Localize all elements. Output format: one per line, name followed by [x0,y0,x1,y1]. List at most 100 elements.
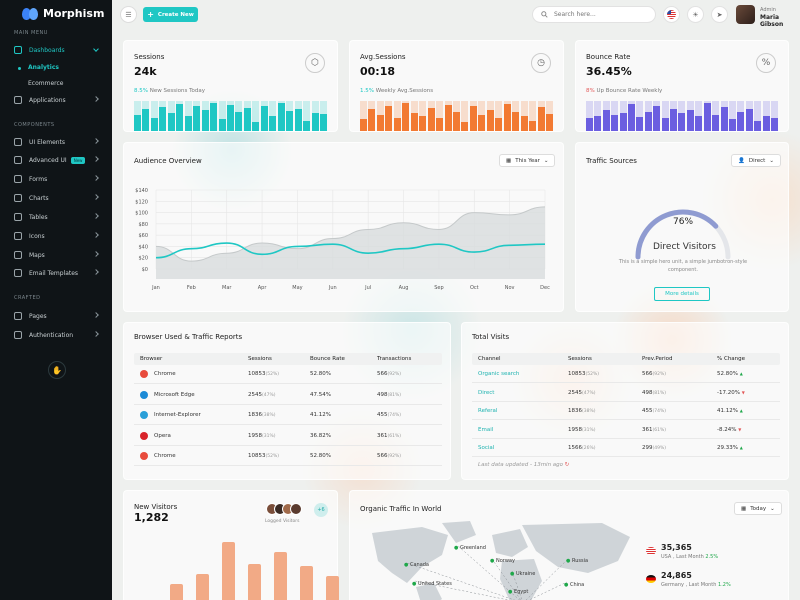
more-details-button[interactable]: More details [654,287,710,301]
sidebar-item-charts[interactable]: Charts [14,191,102,205]
prev-pct: (61%) [652,427,667,433]
marker-label: Russia [571,558,589,564]
menu-toggle-button[interactable]: ☰ [120,6,137,23]
x-tick-label: Sep [434,285,443,291]
table-header-cell: Channel [478,356,501,362]
sessions-pct: (52%) [265,372,280,377]
stat-bar [594,101,602,131]
y-tick-label: $40 [138,244,148,250]
stat-value: 24k [134,65,157,78]
channel-link[interactable]: Social [478,445,495,451]
stat-card-avg-sessions: Avg.Sessions 00:18 1.5% Weekly Avg.Sessi… [349,40,564,132]
visits-table: Channel Sessions Prev.Period % Change Or… [472,353,780,473]
map-marker-russia[interactable]: ● Russia [566,558,589,564]
more-visitors-badge[interactable]: +6 [314,503,328,517]
sidebar-item-maps[interactable]: Maps [14,248,102,262]
sidebar-item-ui-elements[interactable]: UI Elements [14,135,102,149]
row-divider [472,419,780,420]
stat-title: Bounce Rate [586,53,631,61]
stat-bar [720,101,728,131]
form-icon [14,175,22,183]
bounce-cell: 52.80% [310,371,331,377]
stat-bar [252,101,260,131]
marker-label: Egypt [513,589,529,595]
transactions-value: 361 [377,432,388,439]
row-divider [472,456,780,457]
us-flag-icon [646,547,656,555]
sidebar-item-label: Maps [29,251,45,259]
notifications-button[interactable]: ➤ [711,6,728,23]
sidebar-item-tables[interactable]: Tables [14,210,102,224]
chevron-right-icon [93,175,99,181]
stat-bar [376,101,384,131]
x-tick-label: Oct [470,285,479,291]
bounce-cell: 41.12% [310,412,331,418]
theme-toggle-button[interactable]: ☀ [687,6,704,23]
map-marker-canada[interactable]: ● Canada [404,562,429,568]
create-new-button[interactable]: + Create New [143,7,198,22]
map-marker-egypt[interactable]: ● Egypt [508,589,529,595]
stat-bar [611,101,619,131]
search-box[interactable] [532,6,656,23]
stat-bar [529,101,537,131]
sidebar-item-advanced-ui[interactable]: Advanced UI New [14,153,102,167]
stat-card-sessions: Sessions 24k 8.5% New Sessions Today ⬡ [123,40,338,132]
channel-link[interactable]: Referal [478,408,498,414]
total-visits-card: Total Visits Channel Sessions Prev.Perio… [461,322,789,480]
chevron-right-icon [93,312,99,318]
direct-dropdown[interactable]: 👤 Direct ⌄ [731,154,781,167]
user-name: Maria Gibson [760,14,784,28]
sidebar-item-forms[interactable]: Forms [14,172,102,186]
sidebar-item-dashboards[interactable]: Dashboards [14,43,102,57]
avg-sessions-bars [354,97,559,131]
sessions-cell: 10853(52%) [248,453,279,459]
channel-link[interactable]: Organic search [478,371,520,377]
language-flag-button[interactable] [663,6,680,23]
stat-bar [461,101,469,131]
hand-icon[interactable]: ✋ [48,361,66,379]
map-marker-united-states[interactable]: ● United States [412,581,452,587]
x-tick-label: Jun [328,285,337,291]
this-year-dropdown[interactable]: ▦ This Year ⌄ [499,154,556,167]
transactions-pct: (81%) [387,392,402,398]
sidebar-sub-ecommerce[interactable]: Ecommerce [28,80,64,87]
sidebar-item-pages[interactable]: Pages [14,309,102,323]
sidebar-item-applications[interactable]: Applications [14,93,102,107]
sessions-value: 1836 [568,408,582,414]
map-marker-greenland[interactable]: ● Greenland [454,545,486,551]
sidebar-item-icons[interactable]: Icons [14,229,102,243]
map-marker-china[interactable]: ● China [564,582,585,588]
sessions-cell: 1566(26%) [568,445,596,451]
channel-link[interactable]: Direct [478,389,495,396]
marker-label: Greenland [459,545,486,551]
sidebar-item-label: Icons [29,232,45,240]
channel-link[interactable]: Email [478,426,494,433]
logo[interactable]: Morphism [22,7,104,20]
browser-name: Opera [154,432,171,439]
visitor-bar [326,576,339,600]
last-updated-text: Last data updated - 13min ago ↻ [478,462,569,468]
marker-label: Canada [409,562,429,568]
search-input[interactable] [554,11,644,18]
sidebar-item-email-templates[interactable]: Email Templates [14,266,102,280]
avatar[interactable] [736,5,755,24]
browser-name: Microsoft Edge [154,391,195,398]
map-marker-norway[interactable]: ● Norway [490,558,515,564]
new-visitors-value: 1,282 [134,511,169,524]
sidebar-item-label: Charts [29,194,49,202]
x-tick-label: Aug [399,285,409,291]
sidebar-sub-analytics[interactable]: Analytics [18,64,59,71]
today-dropdown[interactable]: ▦ Today ⌄ [734,502,782,515]
transactions-pct: (74%) [387,413,402,418]
sessions-pct: (52%) [585,372,600,377]
country-pct: 1.2% [718,582,731,588]
transactions-cell: 566(92%) [377,453,401,459]
change-value: 29.33% [717,445,738,451]
sidebar-item-authentication[interactable]: Authentication [14,328,102,342]
sessions-value: 1958 [568,426,582,433]
refresh-icon[interactable]: ↻ [564,462,570,468]
gauge-description: This is a simple hero unit, a simple jum… [618,259,748,273]
visitor-avatars[interactable] [266,503,302,515]
sessions-cell: 2545(47%) [248,392,276,398]
map-marker-ukraine[interactable]: ● Ukraine [510,571,536,577]
